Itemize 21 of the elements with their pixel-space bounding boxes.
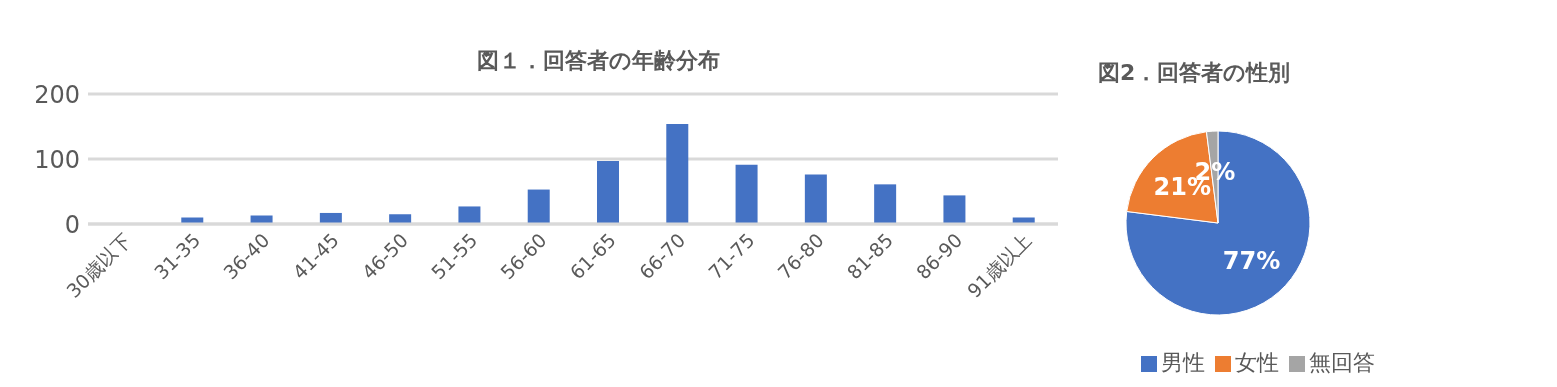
bar (804, 174, 827, 224)
legend-label: 男性 (1161, 350, 1205, 375)
bar (458, 206, 481, 224)
legend-label: 無回答 (1309, 350, 1375, 375)
bar (597, 160, 619, 224)
chart-title: 図2．回答者の性別 (1098, 59, 1292, 87)
y-tick-label: 0 (64, 210, 80, 239)
y-tick-label: 100 (34, 145, 80, 174)
bar (527, 189, 550, 224)
bar (389, 214, 412, 224)
chart-title: 図１．回答者の年齢分布 (475, 47, 721, 75)
legend-label: 女性 (1235, 350, 1279, 375)
bar (874, 184, 897, 224)
bar (319, 212, 342, 224)
data-label: 77% (1222, 246, 1281, 275)
bar (735, 164, 758, 224)
x-tick-label: 91歳以上 (962, 228, 1036, 302)
y-tick-label: 200 (34, 80, 80, 109)
pie-slice (1125, 130, 1311, 316)
bar (943, 195, 966, 224)
bar (666, 123, 689, 224)
